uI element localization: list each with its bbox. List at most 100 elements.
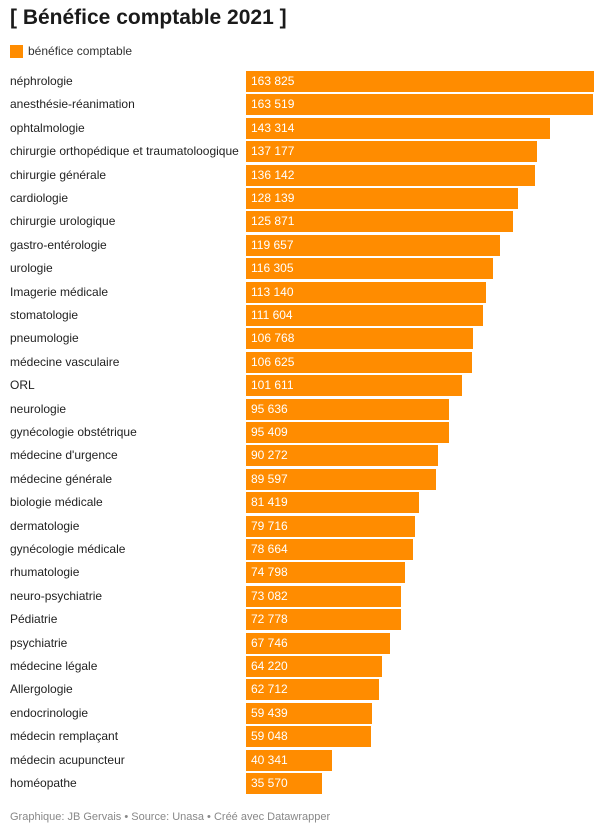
bar-row: médecine d'urgence 90 272 [0, 445, 604, 467]
bar-row: neuro-psychiatrie 73 082 [0, 585, 604, 607]
bar-row: Pédiatrie 72 778 [0, 609, 604, 631]
category-label: dermatologie [10, 518, 80, 533]
category-label: médecine légale [10, 659, 98, 673]
bar-row: anesthésie-réanimation 163 519 [0, 94, 604, 116]
bar-row: homéopathe 35 570 [0, 773, 604, 794]
bar-value-label: 163 519 [251, 97, 295, 112]
bar [246, 188, 519, 209]
bar-row: urologie 116 305 [0, 258, 604, 280]
bar [246, 632, 390, 654]
bar-row: cardiologie 128 139 [0, 188, 604, 209]
bar-value-label: 137 177 [251, 144, 295, 159]
bar [246, 679, 380, 701]
bar-value-label: 35 570 [251, 776, 288, 790]
bar [246, 328, 473, 350]
bar-value-label: 116 305 [251, 261, 294, 276]
bar-row: gastro-entérologie 119 657 [0, 234, 604, 256]
category-label: rhumatologie [10, 565, 80, 580]
bar [246, 539, 414, 560]
bar-value-label: 79 716 [251, 518, 288, 533]
category-label: Allergologie [10, 682, 73, 697]
legend-swatch [10, 44, 23, 58]
category-label: stomatologie [10, 308, 79, 322]
bar [246, 726, 372, 748]
category-label: chirurgie orthopédique et traumatoloogiq… [10, 144, 239, 159]
category-label: Pédiatrie [10, 612, 58, 627]
bar [246, 749, 332, 771]
bar-value-label: 143 314 [251, 120, 295, 135]
category-label: cardiologie [10, 191, 69, 205]
bar-row: ophtalmologie 143 314 [0, 117, 604, 139]
bar-value-label: 89 597 [251, 471, 288, 486]
category-label: médecine d'urgence [10, 448, 118, 463]
category-label: médecine vasculaire [10, 354, 120, 369]
category-label: pneumologie [10, 331, 79, 346]
bar [246, 515, 416, 537]
category-label: néphrologie [10, 74, 73, 88]
bar [246, 562, 405, 584]
bar-value-label: 128 139 [251, 191, 295, 205]
category-label: chirurgie urologique [10, 214, 116, 229]
category-label: gastro-entérologie [10, 237, 107, 252]
category-label: chirurgie générale [10, 167, 107, 182]
bar [246, 351, 473, 373]
bar-value-label: 40 341 [251, 752, 288, 767]
bar-value-label: 106 625 [251, 354, 295, 369]
bar [246, 71, 594, 92]
bar [246, 164, 536, 186]
bar-value-label: 106 768 [251, 331, 295, 346]
bar [246, 281, 487, 303]
bar-row: chirurgie urologique 125 871 [0, 211, 604, 233]
bar [246, 773, 322, 794]
bar [246, 141, 538, 163]
bar-row: psychiatrie 67 746 [0, 632, 604, 654]
bar [246, 211, 514, 233]
bar-row: médecin remplaçant 59 048 [0, 726, 604, 748]
bar [246, 94, 594, 116]
category-label: neuro-psychiatrie [10, 588, 103, 603]
bar-row: neurologie 95 636 [0, 398, 604, 420]
bar-value-label: 78 664 [251, 542, 288, 556]
bar-value-label: 72 778 [251, 612, 288, 627]
bar-value-label: 62 712 [251, 682, 288, 697]
bar-row: médecine vasculaire 106 625 [0, 351, 604, 373]
bar-row: dermatologie 79 716 [0, 515, 604, 537]
bar-row: biologie médicale 81 419 [0, 492, 604, 514]
bar-row: chirurgie orthopédique et traumatoloogiq… [0, 141, 604, 163]
bar [246, 585, 402, 607]
bar [246, 375, 462, 397]
bar-value-label: 101 611 [251, 378, 294, 393]
footer-credit: Graphique: JB Gervais • Source: Unasa • … [10, 811, 331, 823]
category-label: biologie médicale [10, 495, 103, 510]
bar-row: néphrologie 163 825 [0, 71, 604, 92]
bar-row: endocrinologie 59 439 [0, 702, 604, 724]
bar [246, 422, 449, 443]
category-label: urologie [10, 261, 53, 276]
category-label: médecin acupuncteur [10, 752, 125, 767]
bar-value-label: 81 419 [251, 495, 288, 510]
bar [246, 258, 494, 280]
bar [246, 305, 484, 326]
bar [246, 656, 383, 677]
bar-value-label: 113 140 [251, 284, 294, 299]
bar-value-label: 74 798 [251, 565, 288, 580]
bar-row: médecine légale 64 220 [0, 656, 604, 677]
category-label: psychiatrie [10, 635, 68, 650]
bar-value-label: 136 142 [251, 167, 295, 182]
category-label: Imagerie médicale [10, 284, 109, 299]
chart-title: [ Bénéfice comptable 2021 ] [10, 6, 287, 29]
bar-value-label: 59 048 [251, 729, 288, 744]
bar-value-label: 119 657 [251, 237, 294, 252]
bar-row: Imagerie médicale 113 140 [0, 281, 604, 303]
bar-chart: néphrologie 163 825 anesthésie-réanimation… [0, 71, 604, 795]
bar-value-label: 64 220 [251, 659, 288, 673]
bar-row: chirurgie générale 136 142 [0, 164, 604, 186]
bar [246, 398, 450, 420]
bar-value-label: 95 409 [251, 425, 288, 439]
bar-row: stomatologie 111 604 [0, 305, 604, 326]
bar-value-label: 90 272 [251, 448, 288, 463]
bar-row: gynécologie obstétrique 95 409 [0, 422, 604, 443]
bar-row: ORL 101 611 [0, 375, 604, 397]
category-label: gynécologie obstétrique [10, 425, 137, 439]
category-label: endocrinologie [10, 705, 89, 720]
